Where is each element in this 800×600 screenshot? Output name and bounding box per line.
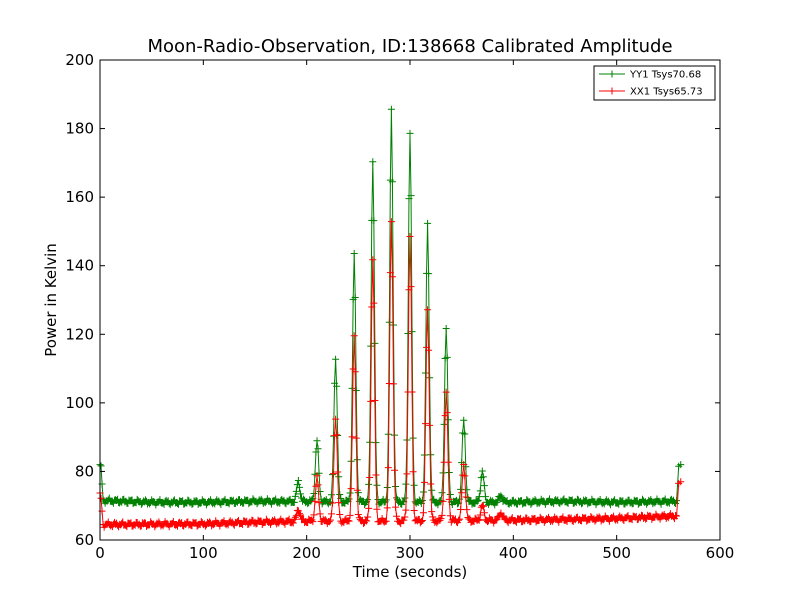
x-tick-label: 600 xyxy=(706,544,735,562)
x-tick-label: 400 xyxy=(499,544,528,562)
y-axis-label: Power in Kelvin xyxy=(42,243,60,357)
y-tick-label: 140 xyxy=(65,257,94,275)
legend-label-yy1: YY1 Tsys70.68 xyxy=(629,70,701,81)
y-tick-label: 80 xyxy=(75,462,94,480)
x-tick-label: 500 xyxy=(602,544,631,562)
legend-entry-yy1: YY1 Tsys70.68 xyxy=(599,70,701,81)
ticks-layer: 0 100 200 300 400 500 600 60 80 100 120 140 160 180 20… xyxy=(65,51,734,562)
x-axis-label: Time (seconds) xyxy=(352,563,468,581)
legend-marker xyxy=(608,70,616,78)
legend-entry-xx1: XX1 Tsys65.73 xyxy=(599,87,703,98)
legend-marker xyxy=(608,87,616,95)
legend-label-xx1: XX1 Tsys65.73 xyxy=(630,87,703,98)
y-tick-label: 200 xyxy=(65,51,94,69)
series-layer xyxy=(96,105,685,531)
x-tick-label: 300 xyxy=(396,544,425,562)
x-tick-label: 100 xyxy=(189,544,218,562)
chart-title: Moon-Radio-Observation, ID:138668 Calibr… xyxy=(147,36,672,57)
legend-box xyxy=(593,65,716,101)
y-tick-label: 120 xyxy=(65,325,94,343)
x-tick-label: 200 xyxy=(292,544,321,562)
x-tick-label: 0 xyxy=(95,544,105,562)
y-tick-label: 100 xyxy=(65,394,94,412)
y-tick-label: 160 xyxy=(65,188,94,206)
y-tick-label: 60 xyxy=(75,531,94,549)
y-tick-label: 180 xyxy=(65,120,94,138)
series-xx1 xyxy=(96,218,685,531)
legend: YY1 Tsys70.68 XX1 Tsys65.73 xyxy=(593,65,716,101)
